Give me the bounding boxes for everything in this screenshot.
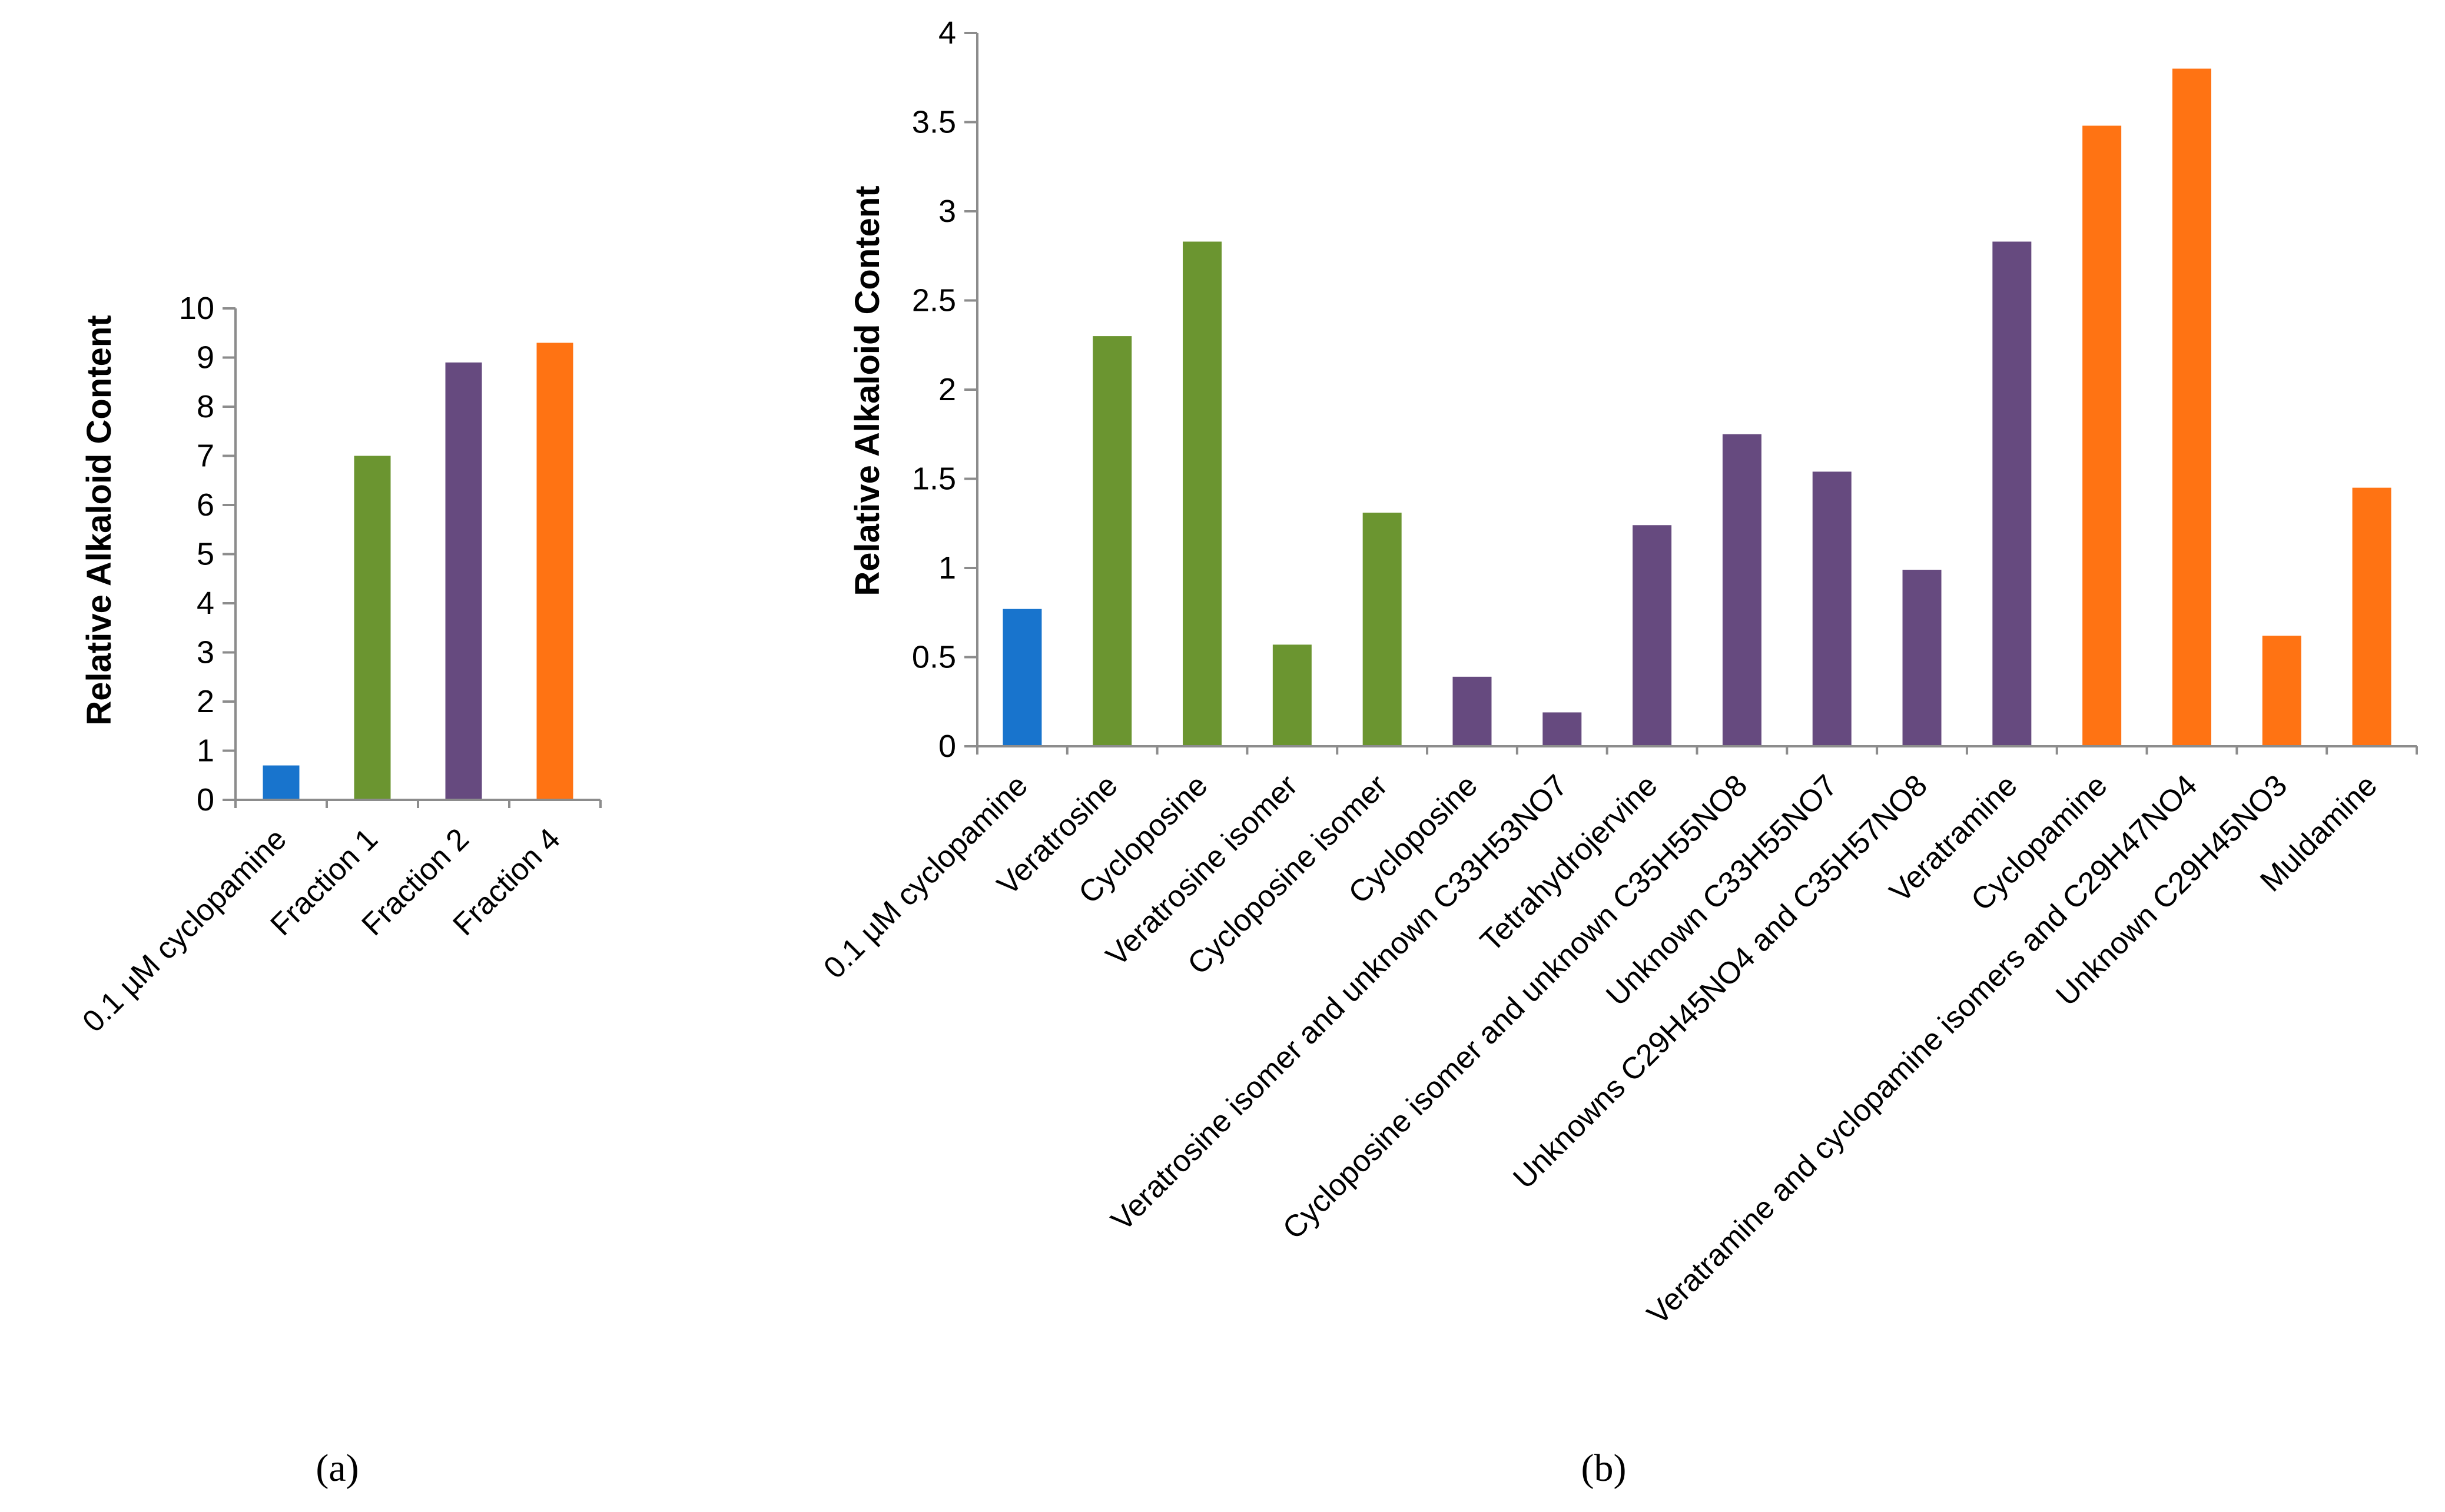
chart-a-y-tick-label: 5 xyxy=(197,537,214,572)
chart-b-bar xyxy=(1183,241,1222,746)
chart-a-bars xyxy=(263,343,573,800)
chart-b-bar xyxy=(1542,712,1582,746)
chart-b-bar xyxy=(2172,68,2211,747)
chart-b-bar xyxy=(1452,676,1492,746)
chart-b-bar xyxy=(1003,609,1042,746)
chart-a-y-tick-label: 10 xyxy=(179,291,214,326)
chart-b-bar xyxy=(2352,487,2391,746)
chart-b-y-tick-label: 3.5 xyxy=(912,105,956,140)
chart-a-y-tick-label: 6 xyxy=(197,487,214,523)
chart-a-bar xyxy=(536,343,573,800)
chart-a-panel-label: (a) xyxy=(316,1447,359,1490)
chart-a-bar xyxy=(263,765,300,800)
chart-a-y-tick-label: 2 xyxy=(197,684,214,719)
chart-b-y-tick-label: 2.5 xyxy=(912,283,956,318)
chart-b-y-tick-label: 2 xyxy=(938,372,956,407)
chart-a-y-axis-title: Relative Alkaloid Content xyxy=(80,315,118,725)
chart-b-bar xyxy=(1812,471,1852,746)
chart-a-y-tick-label: 1 xyxy=(197,733,214,769)
chart-b-bar xyxy=(2262,636,2301,746)
chart-a-axes xyxy=(234,308,602,808)
chart-a-y-ticks: 0 1 2 3 4 5 6 7 8 9 10 xyxy=(179,291,235,818)
chart-a-bar xyxy=(445,362,482,800)
chart-a-y-tick-label: 9 xyxy=(197,340,214,375)
chart-a-bar xyxy=(354,456,391,800)
chart-b-y-tick-label: 3 xyxy=(938,194,956,229)
chart-b-bar xyxy=(1633,525,1672,746)
chart-b-y-tick-label: 4 xyxy=(938,15,956,51)
chart-b-y-tick-label: 1 xyxy=(938,550,956,586)
chart-b-y-tick-label: 0 xyxy=(938,729,956,764)
chart-a-y-tick-label: 4 xyxy=(197,586,214,621)
chart-b-y-ticks: 0 0.5 1 1.5 2 2.5 3 3.5 4 xyxy=(912,15,977,764)
chart-b-y-axis-title: Relative Alkaloid Content xyxy=(848,185,887,596)
chart-b-bar xyxy=(1362,513,1402,746)
chart-b-panel-label: (b) xyxy=(1581,1447,1627,1490)
chart-b-bars xyxy=(1003,68,2391,747)
chart-b-bar xyxy=(1992,241,2032,746)
chart-b-bar xyxy=(1902,570,1942,746)
chart-a-y-tick-label: 3 xyxy=(197,635,214,670)
chart-b-bar xyxy=(1272,644,1312,746)
chart-a-y-tick-label: 8 xyxy=(197,389,214,424)
chart-b-axes xyxy=(976,33,2418,755)
chart-a-y-tick-label: 7 xyxy=(197,438,214,474)
chart-b-bar xyxy=(1093,336,1132,746)
chart-a-y-tick-label: 0 xyxy=(197,782,214,818)
chart-b-y-tick-label: 0.5 xyxy=(912,640,956,675)
chart-b-y-tick-label: 1.5 xyxy=(912,461,956,497)
chart-b-bar xyxy=(2082,125,2122,746)
chart-b-bar xyxy=(1722,434,1761,746)
